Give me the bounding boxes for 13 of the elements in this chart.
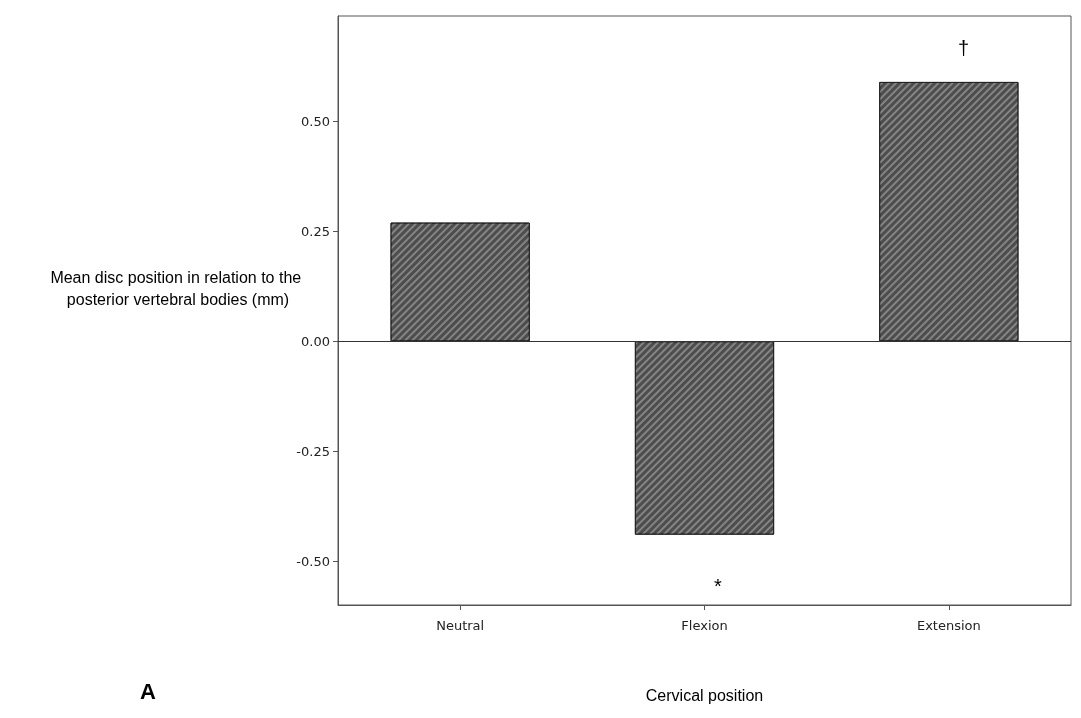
y-tick-label: 0.00 — [301, 333, 330, 349]
y-tick-label: 0.25 — [301, 223, 330, 239]
annotation: † — [958, 37, 970, 59]
y-axis-title: Mean disc position in relation to the posterior vertebral bodies (mm) — [50, 268, 306, 308]
y-tick-label: -0.50 — [296, 553, 330, 569]
x-tick-label: Neutral — [436, 618, 485, 633]
text: A — [140, 678, 156, 704]
x-tick-label: Extension — [916, 618, 981, 633]
y-tick-label: 0.50 — [301, 113, 330, 129]
annotation: * — [714, 575, 722, 597]
x-tick-label: Flexion — [681, 618, 728, 633]
y-tick-label: -0.25 — [296, 443, 330, 459]
x-axis-title: Cervical position — [645, 686, 764, 704]
